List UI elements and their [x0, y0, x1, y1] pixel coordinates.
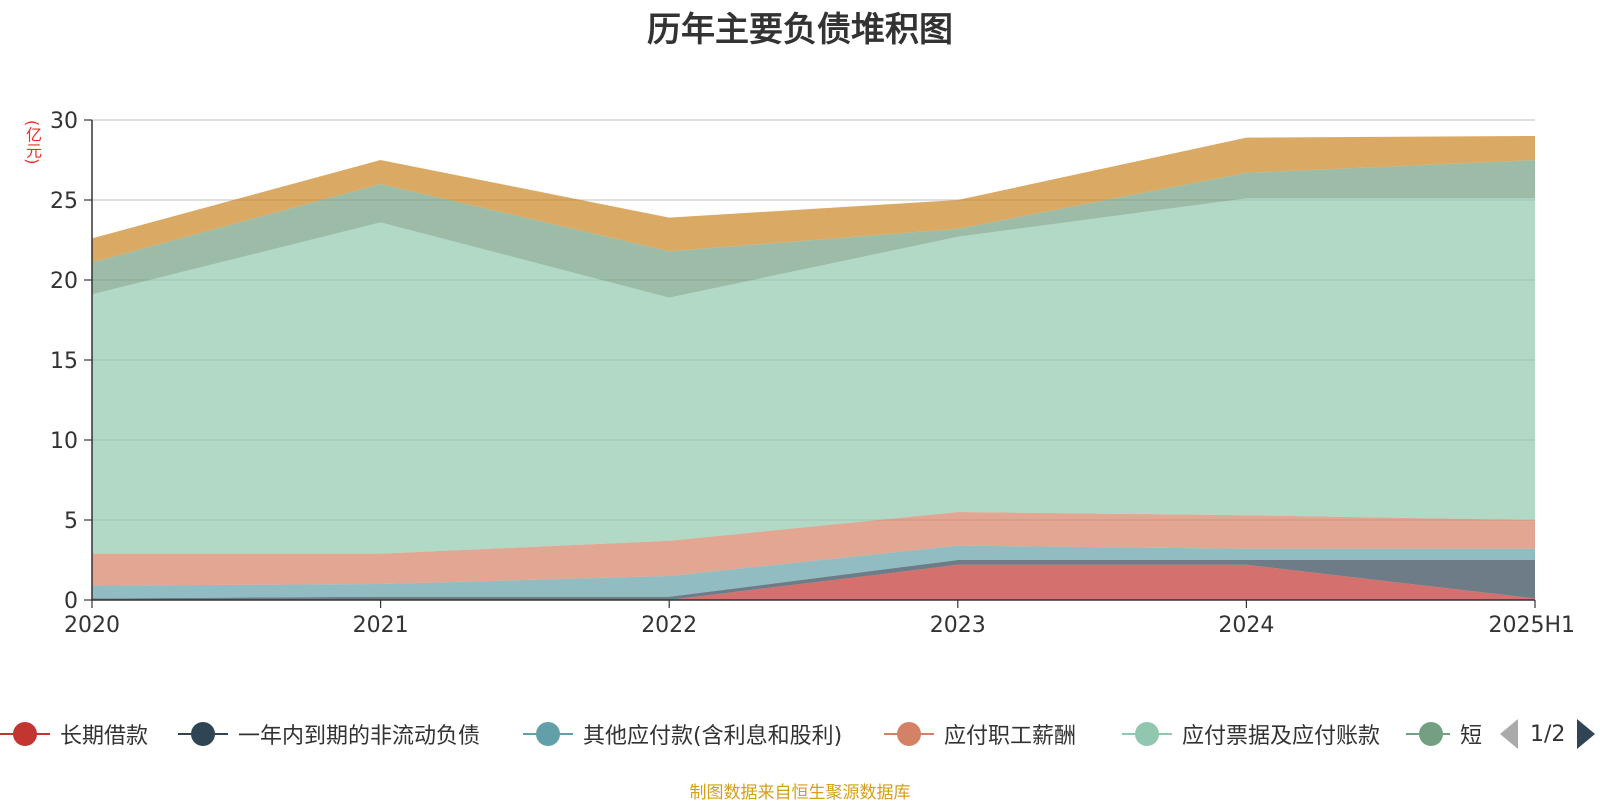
legend-item[interactable]: 长期借款	[0, 716, 148, 752]
area-series-3	[92, 545, 1535, 599]
legend-label: 其他应付款(含利息和股利)	[583, 724, 843, 749]
area-series-7	[92, 136, 1535, 263]
x-tick-label: 2025H1	[1488, 613, 1575, 638]
y-axis-unit-label: (亿元)	[23, 120, 42, 165]
legend-marker-icon	[1122, 722, 1172, 746]
legend-next-page-icon[interactable]	[1577, 719, 1596, 749]
legend-prev-page-icon[interactable]	[1500, 719, 1518, 749]
legend-marker-icon	[0, 722, 50, 746]
legend-marker-icon	[178, 722, 228, 746]
axes: 0 5 10 15 20 25 30 2020 2021 2022 2023 2024 2025H1	[50, 109, 1575, 638]
legend-marker-icon	[1406, 722, 1450, 746]
x-tick-label: 2022	[641, 613, 697, 638]
legend-label: 长期借款	[60, 724, 149, 749]
y-tick-label: 0	[64, 589, 78, 614]
legend-item[interactable]: 短	[1406, 716, 1482, 752]
x-tick-label: 2023	[930, 613, 986, 638]
legend-item[interactable]: 应付票据及应付账款	[1122, 716, 1380, 752]
legend-marker-icon	[523, 722, 573, 746]
area-series-2	[92, 560, 1535, 600]
legend-pager: 1/2	[1500, 716, 1596, 752]
legend-label: 应付票据及应付账款	[1182, 724, 1381, 749]
y-tick-label: 10	[50, 429, 78, 454]
y-tick-label: 5	[64, 509, 78, 534]
y-tick-label: 20	[50, 269, 78, 294]
legend-item[interactable]: 应付职工薪酬	[884, 716, 1076, 752]
y-tick-label: 25	[50, 189, 78, 214]
x-tick-label: 2024	[1218, 613, 1274, 638]
legend: 长期借款 一年内到期的非流动负债 其他应付款(含利息和股利) 应付职工薪酬 应付票据及应…	[0, 716, 1600, 752]
y-tick-label: 15	[50, 349, 78, 374]
legend-page-indicator: 1/2	[1530, 721, 1566, 747]
area-series	[92, 136, 1535, 600]
area-series-1	[92, 564, 1535, 600]
chart-title: 历年主要负债堆积图	[647, 10, 953, 50]
area-series-5	[92, 198, 1535, 554]
legend-label: 应付职工薪酬	[944, 724, 1077, 749]
legend-item[interactable]: 其他应付款(含利息和股利)	[523, 716, 842, 752]
legend-marker-icon	[884, 722, 934, 746]
legend-item[interactable]: 一年内到期的非流动负债	[178, 716, 480, 752]
area-series-4	[92, 512, 1535, 586]
x-tick-label: 2020	[64, 613, 120, 638]
stacked-area-chart: 0 5 10 15 20 25 30 2020 2021 2022 2023 2024 2025H1	[50, 109, 1575, 638]
legend-label: 短	[1459, 724, 1482, 749]
legend-label: 一年内到期的非流动负债	[238, 724, 481, 749]
x-tick-label: 2021	[353, 613, 409, 638]
source-note: 制图数据来自恒生聚源数据库	[689, 783, 911, 803]
y-tick-label: 30	[50, 109, 78, 134]
area-series-6	[92, 160, 1535, 298]
